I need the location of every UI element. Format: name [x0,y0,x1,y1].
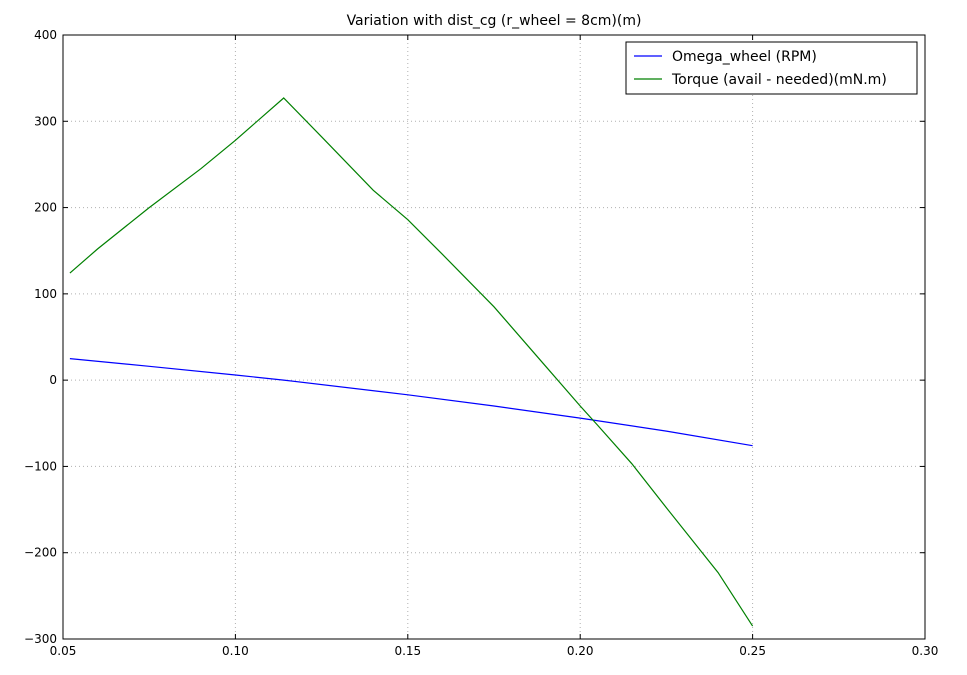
x-tick-label: 0.05 [50,644,77,658]
x-tick-label: 0.15 [394,644,421,658]
y-tick-label: −200 [24,546,57,560]
series-line-0 [69,358,753,447]
y-tick-label: 0 [49,373,57,387]
legend-label: Omega_wheel (RPM) [672,49,817,65]
series-line-1 [69,97,754,627]
x-tick-label: 0.10 [222,644,249,658]
y-tick-label: −100 [24,459,57,473]
y-tick-label: 300 [34,114,57,128]
plot-area-frame [62,34,926,640]
axis-ticks: 0.05 0.10 0.15 0.20 0.25 0.30 400 300 200 100 0 −10… [24,28,938,658]
x-tick-label: 0.20 [567,644,594,658]
chart-title: Variation with dist_cg (r_wheel = 8cm)(m… [347,13,642,29]
grid-lines [63,35,925,639]
legend: Omega_wheel (RPM) Torque (avail - needed)… [625,41,918,95]
series-lines [69,97,754,627]
y-tick-label: 400 [34,28,57,42]
legend-box [625,41,918,95]
x-tick-label: 0.30 [912,644,939,658]
legend-label: Torque (avail - needed)(mN.m) [671,72,887,88]
y-tick-label: −300 [24,632,57,646]
y-tick-label: 100 [34,287,57,301]
x-tick-label: 0.25 [739,644,766,658]
y-tick-label: 200 [34,201,57,215]
